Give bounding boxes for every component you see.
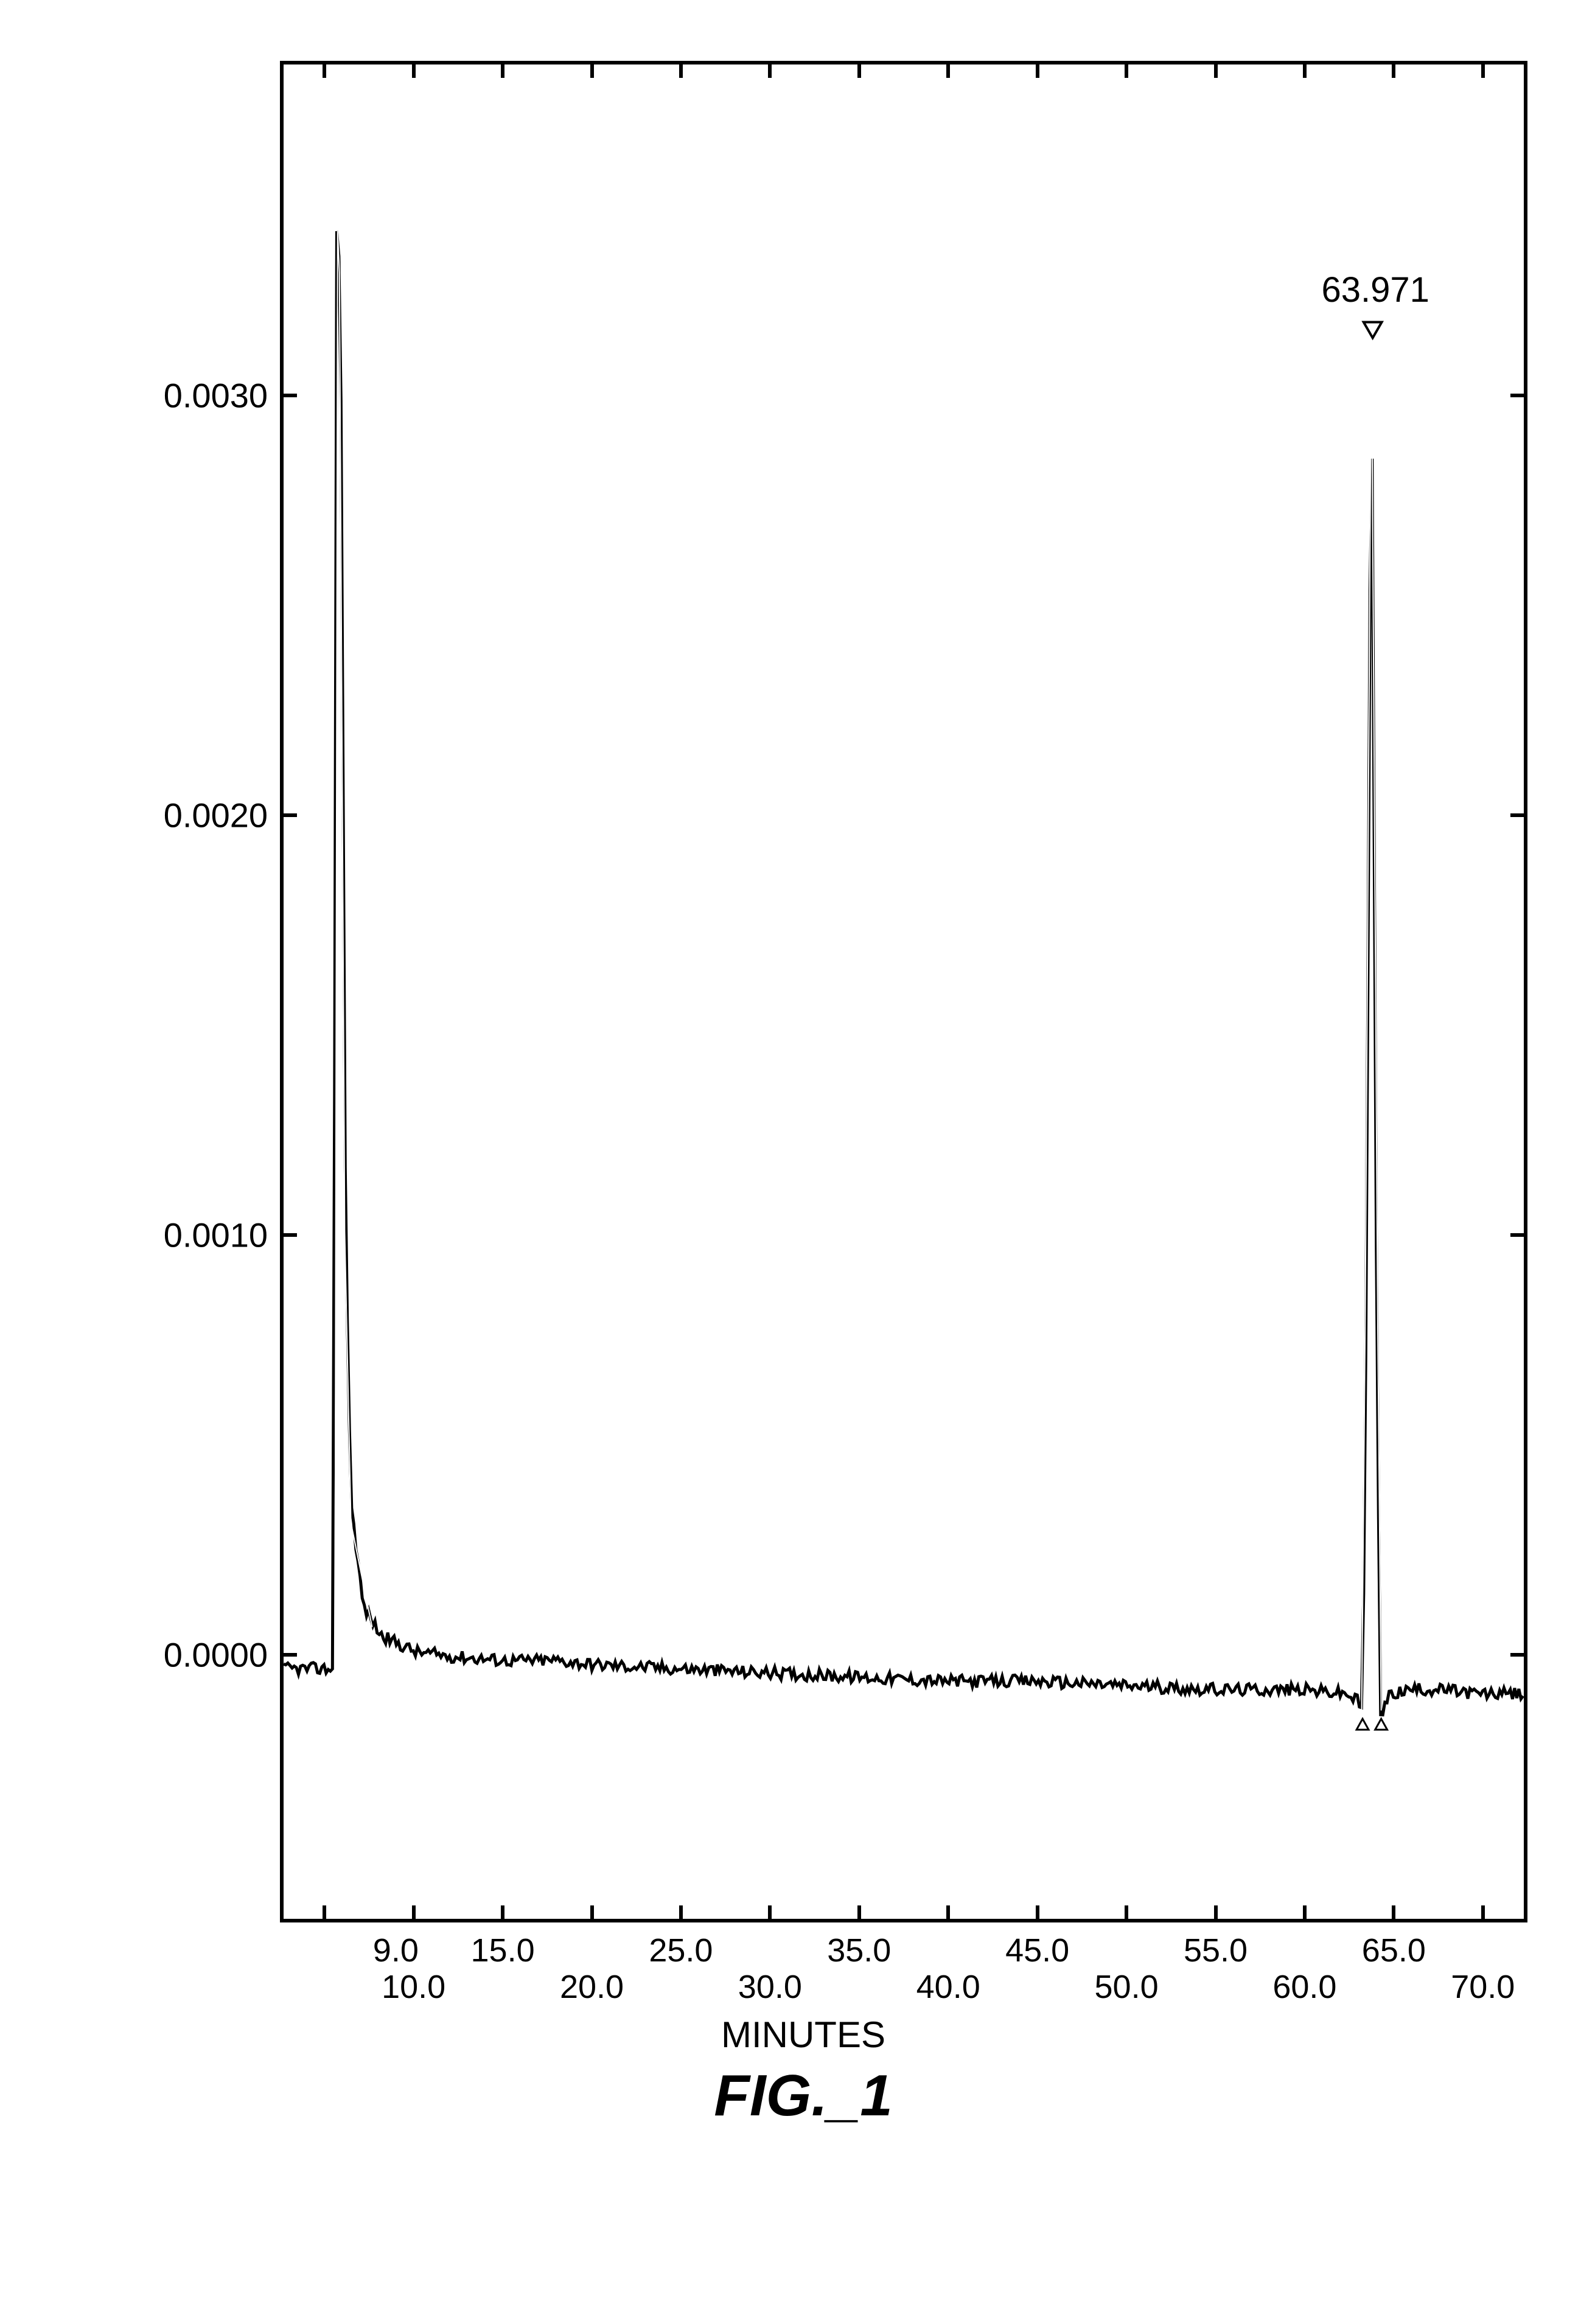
x-tick-mark xyxy=(1125,1905,1128,1922)
y-tick-label: 0.0020 xyxy=(164,795,268,835)
plot-area xyxy=(280,61,1527,1922)
x-tick-mark xyxy=(1036,1905,1039,1922)
x-tick-mark xyxy=(323,1905,326,1922)
x-tick-label: 45.0 xyxy=(1005,1932,1069,1969)
y-tick-mark xyxy=(1510,813,1527,817)
x-tick-mark xyxy=(768,1905,772,1922)
x-tick-label: 40.0 xyxy=(916,1968,980,2006)
x-tick-mark xyxy=(1303,1905,1307,1922)
x-tick-label: 50.0 xyxy=(1095,1968,1159,2006)
y-tick-mark xyxy=(1510,1233,1527,1237)
x-tick-mark xyxy=(679,1905,683,1922)
x-tick-mark xyxy=(412,61,416,78)
x-tick-mark xyxy=(1036,61,1039,78)
x-tick-mark xyxy=(679,61,683,78)
peak-marker-icon xyxy=(1364,322,1382,338)
x-tick-mark xyxy=(1481,1905,1485,1922)
y-tick-label: 0.0030 xyxy=(164,375,268,415)
x-tick-mark xyxy=(1392,61,1395,78)
chromatogram-line xyxy=(284,64,1524,1919)
x-tick-label: 55.0 xyxy=(1184,1932,1248,1969)
y-tick-mark xyxy=(280,394,297,397)
x-tick-mark xyxy=(501,61,504,78)
x-tick-mark xyxy=(1392,1905,1395,1922)
x-tick-label: 70.0 xyxy=(1451,1968,1515,2006)
x-tick-mark xyxy=(946,1905,950,1922)
y-tick-label: 0.0000 xyxy=(164,1635,268,1674)
x-tick-label: 60.0 xyxy=(1272,1968,1336,2006)
x-tick-mark xyxy=(501,1905,504,1922)
x-tick-mark xyxy=(412,1905,416,1922)
x-tick-label: 35.0 xyxy=(827,1932,891,1969)
x-tick-mark xyxy=(590,61,594,78)
chromatogram-chart: 0.0000 0.0010 0.0020 0.0030 9.0 15.0 25.0 35.0… xyxy=(73,61,1534,2129)
x-tick-mark xyxy=(857,61,861,78)
x-tick-mark xyxy=(768,61,772,78)
x-tick-mark xyxy=(1125,61,1128,78)
x-tick-label: 65.0 xyxy=(1362,1932,1426,1969)
y-tick-mark xyxy=(280,1233,297,1237)
x-axis-label: MINUTES xyxy=(721,2014,885,2056)
x-tick-mark xyxy=(946,61,950,78)
y-tick-mark xyxy=(280,813,297,817)
y-tick-label: 0.0010 xyxy=(164,1215,268,1254)
x-tick-mark xyxy=(323,61,326,78)
x-tick-mark xyxy=(590,1905,594,1922)
x-tick-mark xyxy=(1214,61,1218,78)
x-tick-mark xyxy=(857,1905,861,1922)
peak-base-marker-icon xyxy=(1375,1719,1387,1730)
figure-label: FIG._1 xyxy=(714,2062,892,2129)
x-tick-label: 15.0 xyxy=(471,1932,535,1969)
x-tick-mark xyxy=(1481,61,1485,78)
y-tick-mark xyxy=(1510,394,1527,397)
x-tick-label: 30.0 xyxy=(738,1968,802,2006)
x-tick-label: 9.0 xyxy=(373,1932,419,1969)
y-tick-mark xyxy=(1510,1653,1527,1657)
peak-base-marker-icon xyxy=(1356,1719,1369,1730)
y-tick-mark xyxy=(280,1653,297,1657)
x-tick-label: 20.0 xyxy=(560,1968,624,2006)
x-tick-label: 10.0 xyxy=(382,1968,445,2006)
peak-label: 63.971 xyxy=(1322,270,1429,310)
x-tick-mark xyxy=(1303,61,1307,78)
x-tick-mark xyxy=(1214,1905,1218,1922)
x-tick-label: 25.0 xyxy=(649,1932,713,1969)
